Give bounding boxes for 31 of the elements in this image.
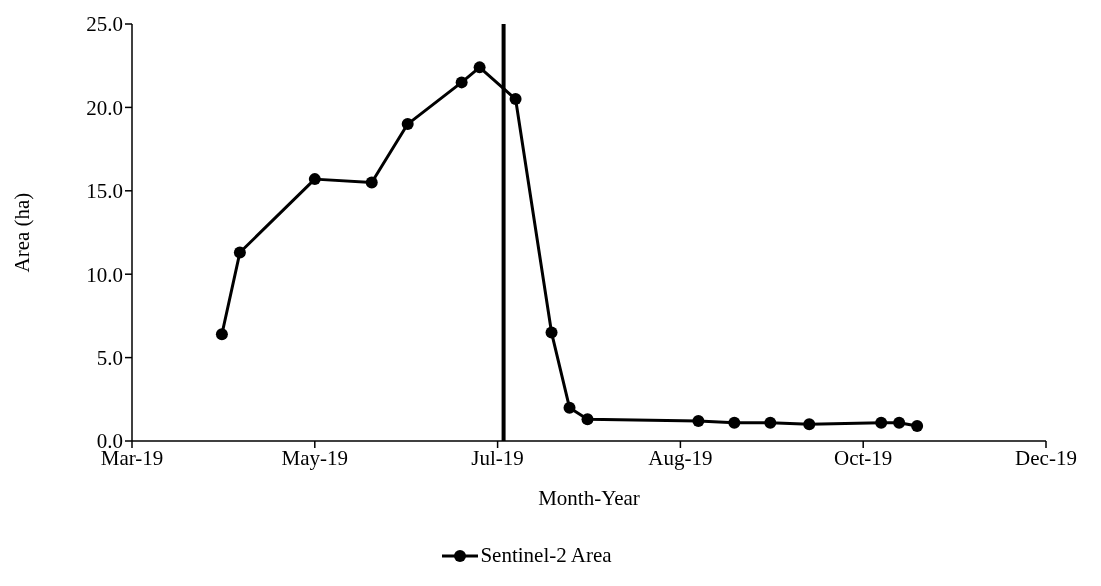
y-tick-label: 10.0 [86,262,123,287]
point [728,416,741,429]
point [401,118,414,131]
y-axis-title: Area (ha) [10,192,35,273]
point [509,93,522,106]
y-tick-label: 5.0 [96,346,123,371]
point [563,401,576,414]
x-tick-label: Aug-19 [648,445,713,470]
x-tick-label: May-19 [281,445,349,470]
point [473,61,486,74]
x-tick-label: Oct-19 [834,445,893,470]
point [911,419,924,432]
point [308,173,321,186]
point [803,418,816,431]
point [893,416,906,429]
point [581,413,594,426]
point [365,176,378,189]
point [545,326,558,339]
legend-label: Sentinel-2 Area [480,543,612,568]
point [692,414,705,427]
y-tick-label: 15.0 [86,179,123,204]
point [764,416,777,429]
x-axis-title: Month-Year [538,486,640,510]
y-tick-label: 20.0 [86,95,123,120]
x-tick-label: Dec-19 [1015,445,1077,470]
point [875,416,888,429]
point [215,328,228,341]
y-tick-label: 25.0 [86,12,123,37]
x-tick-label: Jul-19 [471,445,524,470]
point [233,246,246,259]
point [455,76,468,89]
